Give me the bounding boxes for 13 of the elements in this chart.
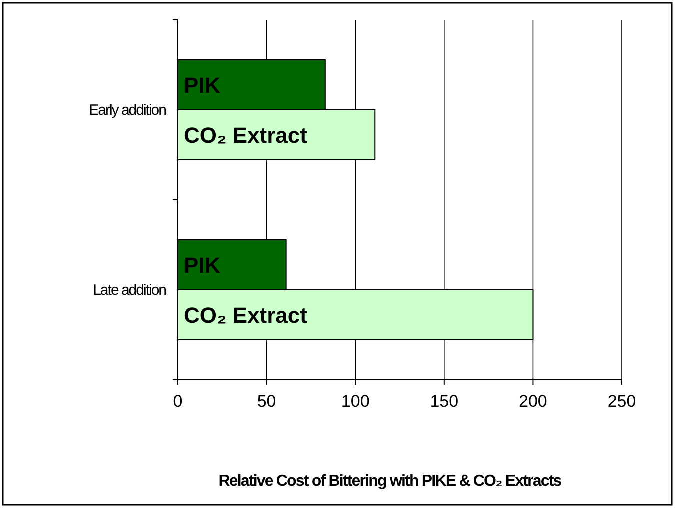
x-tick-label: 200 — [519, 392, 548, 411]
x-tick-label: 250 — [608, 392, 636, 411]
x-tick-label: 0 — [173, 392, 183, 411]
x-axis-title: Relative Cost of Bittering with PIKE & CO₂ Extracts — [218, 473, 562, 490]
y-tick-label: Early addition — [89, 102, 167, 119]
y-tick-label: Late addition — [93, 282, 167, 299]
series-label: CO₂ Extract — [184, 123, 308, 148]
x-tick-label: 150 — [430, 392, 459, 411]
series-label: PIK — [184, 73, 221, 98]
text: PIK — [184, 253, 221, 278]
text: CO₂ Extract — [184, 303, 308, 328]
x-tick-label: 100 — [341, 392, 370, 411]
x-tick-label: 50 — [257, 392, 276, 411]
